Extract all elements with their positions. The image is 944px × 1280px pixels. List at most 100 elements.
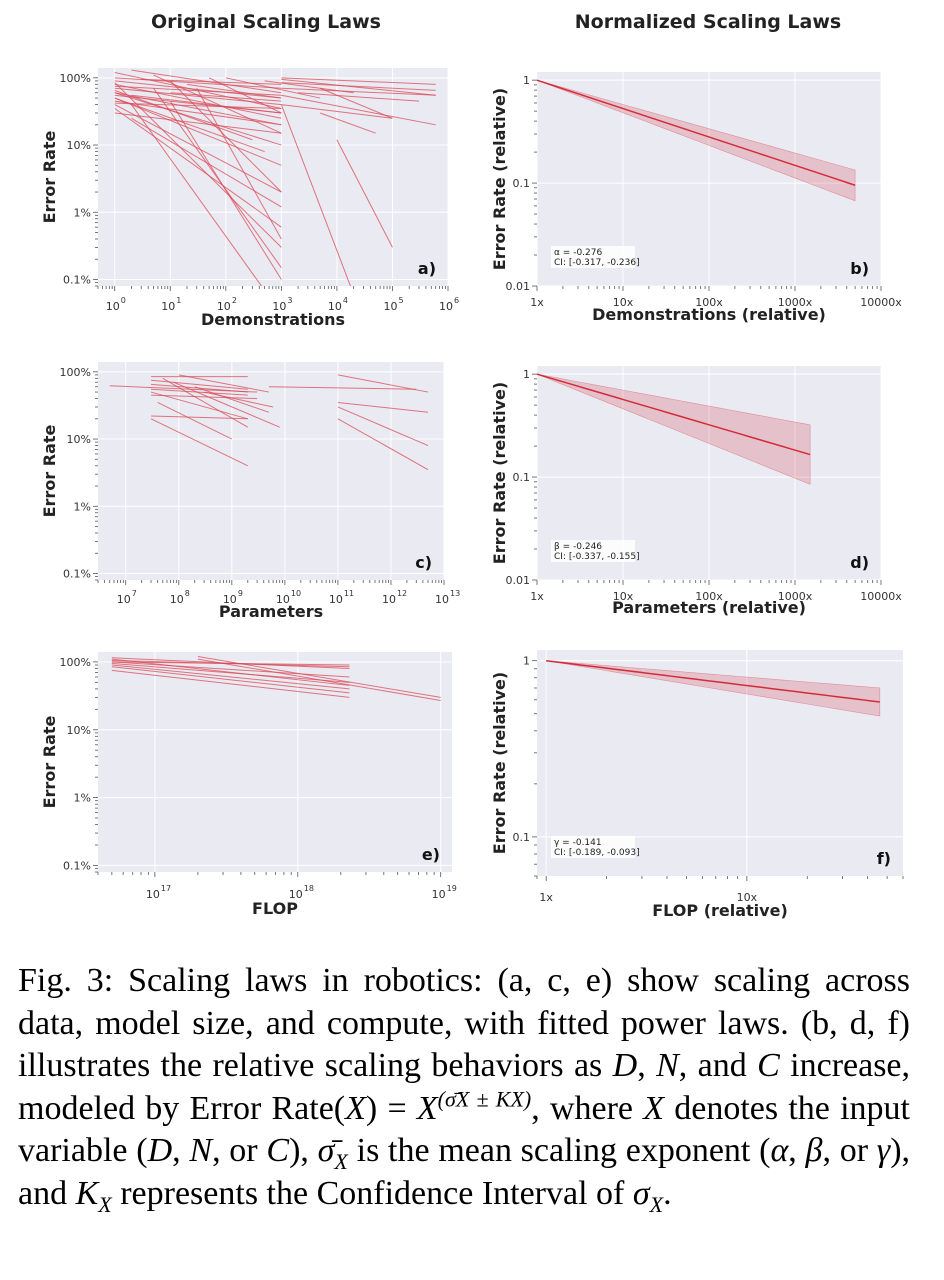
fitted-law-line [114, 82, 282, 248]
fitted-law-line [208, 77, 282, 114]
fitted-law-line [111, 666, 350, 694]
x-axis-label: Demonstrations [201, 310, 345, 329]
x-tick-label: 10 [161, 300, 175, 313]
fitted-law-line [337, 418, 429, 471]
caption-math: σ [632, 1174, 650, 1212]
y-axis-label: Error Rate [40, 130, 59, 223]
caption-math: X [416, 1089, 438, 1127]
fitted-law-line [153, 74, 282, 134]
panel-a: 10 0 10 1 10 2 10 3 10 4 10 5 10 6100%10%1%0.1%Demons… [40, 68, 459, 329]
fitted-law-line [319, 87, 393, 119]
fitted-law-line [196, 87, 282, 240]
fitted-law-line [203, 391, 274, 408]
plot-background [98, 362, 444, 580]
x-tick-label: 10 [117, 593, 131, 606]
y-tick-label: 10% [67, 433, 91, 446]
plot-area [537, 79, 856, 202]
caption-text: , where [531, 1089, 644, 1127]
x-tick-label: 10 [146, 888, 160, 901]
plot-area [114, 69, 436, 286]
x-tick-exponent: 13 [450, 589, 460, 598]
x-tick-exponent: 10 [291, 589, 301, 598]
panel-letter: f) [877, 849, 891, 868]
panel-letter: a) [418, 259, 436, 278]
fitted-law-line [150, 391, 248, 420]
fitted-law-line [114, 108, 282, 228]
ci-label: CI: [-0.317, -0.236] [554, 258, 640, 268]
x-tick-exponent: 2 [232, 296, 237, 305]
x-tick-label: 10x [613, 296, 634, 309]
exponent-label: β = -0.246 [554, 542, 602, 552]
fitted-law-line [197, 658, 441, 701]
x-tick-exponent: 8 [185, 589, 190, 598]
scaling-laws-figure: Original Scaling Laws Normalized Scaling… [40, 11, 904, 920]
caption-math: γ [876, 1132, 891, 1169]
caption-math: X [345, 1089, 366, 1127]
x-tick-label: 10 [170, 593, 184, 606]
fitted-law-line [225, 77, 321, 99]
y-tick-label: 1% [74, 206, 91, 219]
caption-text: , [637, 1047, 657, 1084]
fitted-law-line [111, 662, 350, 683]
caption-math: D [147, 1132, 173, 1169]
x-tick-label: 1x [530, 296, 544, 309]
x-axis-label: FLOP [252, 899, 298, 918]
fitted-law-line [114, 87, 282, 106]
y-tick-label: 1 [523, 74, 530, 87]
x-tick-exponent: 7 [132, 589, 137, 598]
confidence-band [537, 79, 856, 202]
x-tick-label: 100x [695, 590, 723, 603]
plot-area [109, 374, 429, 471]
mean-scaling-line [537, 79, 856, 186]
mean-scaling-line [537, 373, 811, 456]
caption-text: denotes the input variable ( [18, 1089, 910, 1170]
fitted-law-line [281, 78, 436, 96]
fitted-law-line [337, 401, 429, 413]
panel-letter: b) [850, 259, 869, 278]
col-title-original: Original Scaling Laws [151, 11, 381, 33]
fitted-law-line [186, 83, 282, 99]
plot-area [537, 373, 811, 485]
y-axis-label: Error Rate (relative) [490, 672, 509, 854]
caption-math: β [805, 1132, 823, 1169]
x-tick-label: 10 [223, 593, 237, 606]
fitted-law-line [178, 374, 269, 393]
y-axis-label: Error Rate (relative) [490, 382, 509, 564]
y-tick-label: 1 [523, 655, 530, 668]
y-tick-label: 0.1% [63, 859, 91, 872]
x-tick-label: 10x [613, 590, 634, 603]
fitted-law-line [280, 104, 351, 286]
y-tick-label: 1% [74, 792, 91, 805]
x-tick-label: 10 [435, 593, 449, 606]
fitted-law-line [141, 78, 282, 85]
plot-area [111, 656, 441, 701]
x-tick-label: 10 [106, 300, 120, 313]
caption-math: K [75, 1174, 99, 1212]
fitted-law-line [111, 661, 350, 678]
caption-text: increase, modeled by Error Rate( [18, 1047, 911, 1127]
y-tick-label: 1 [523, 368, 530, 381]
fitted-law-line [268, 386, 417, 390]
caption-text: ), and [18, 1132, 911, 1212]
y-tick-label: 0.1 [513, 831, 531, 844]
fitted-law-line [320, 112, 376, 134]
panel-letter: e) [422, 845, 440, 864]
fitted-law-line [170, 92, 282, 102]
caption-math: D [612, 1047, 638, 1084]
caption-text: ), [289, 1132, 318, 1169]
fitted-law-line [298, 92, 419, 102]
fitted-law-line [281, 94, 436, 126]
x-tick-label: 10 [432, 888, 446, 901]
fitted-law-line [150, 379, 248, 390]
panel-c: 10 7 10 8 10 9 10 10 10 11 10 12 10 13100%10%1%0.1%Pa… [40, 362, 460, 621]
caption-text: , [788, 1132, 806, 1169]
y-tick-label: 1% [74, 500, 91, 513]
fitted-law-line [336, 139, 393, 248]
x-tick-label: 100x [695, 296, 723, 309]
x-tick-exponent: 17 [161, 884, 171, 893]
x-tick-exponent: 3 [287, 296, 292, 305]
